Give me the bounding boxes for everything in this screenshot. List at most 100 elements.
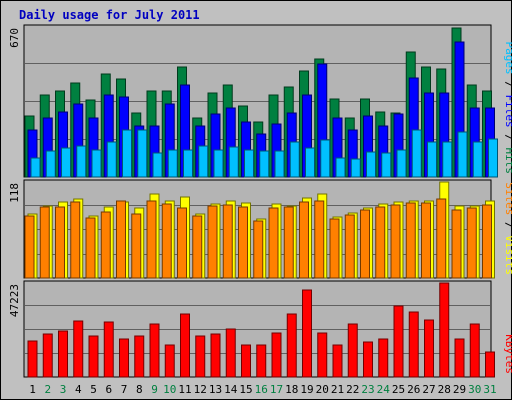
day-label: 16 <box>255 383 268 396</box>
bar-pages-day-30 <box>472 141 483 178</box>
day-label: 14 <box>224 383 238 396</box>
bar-kbytes-day-11 <box>180 313 190 378</box>
day-label: 8 <box>136 383 143 396</box>
day-label: 30 <box>468 383 481 396</box>
day-label: 26 <box>407 383 420 396</box>
day-label: 11 <box>178 383 191 396</box>
bar-kbytes-day-30 <box>469 323 480 378</box>
legend-kbytes: KBytes <box>503 334 512 374</box>
day-label: 23 <box>361 383 374 396</box>
bar-sites-day-14 <box>222 204 233 279</box>
bar-kbytes-day-15 <box>241 344 251 378</box>
hits-files-pages-panel <box>23 24 498 178</box>
bar-kbytes-day-2 <box>42 333 53 378</box>
bar-pages-day-28 <box>442 141 453 178</box>
bar-pages-day-13 <box>213 149 224 178</box>
max-value-labels: 670 118 47223 <box>8 28 21 317</box>
bar-pages-day-17 <box>274 150 285 178</box>
bar-pages-day-3 <box>61 147 71 178</box>
bar-sites-day-27 <box>421 202 431 279</box>
bar-kbytes-day-24 <box>378 338 389 378</box>
bar-sites-day-8 <box>131 213 142 279</box>
y-max-visits: 118 <box>8 183 21 203</box>
bar-kbytes-day-6 <box>103 321 114 378</box>
bar-kbytes-day-13 <box>210 333 221 378</box>
day-axis-labels: 1 2 3 4 5 6 7 8 9 10 11 12 13 14 15 16 17 18 19 20 21 22 23 24 2… <box>29 383 496 396</box>
bar-sites-day-15 <box>238 206 248 279</box>
legend-text: KBytes <box>503 334 512 374</box>
bar-kbytes-day-7 <box>119 338 129 378</box>
bar-pages-day-23 <box>366 151 376 178</box>
bar-pages-day-27 <box>427 141 437 178</box>
bar-kbytes-day-8 <box>134 335 145 378</box>
day-label: 12 <box>194 383 207 396</box>
bar-pages-day-20 <box>320 139 331 178</box>
bar-sites-day-4 <box>70 201 81 279</box>
bar-kbytes-day-14 <box>225 328 236 378</box>
bar-pages-day-16 <box>259 150 270 178</box>
day-label: 4 <box>75 383 82 396</box>
legend-text: Pages / Files / Hits <box>503 42 512 175</box>
bar-kbytes-day-3 <box>58 330 68 378</box>
day-label: 24 <box>377 383 391 396</box>
day-label: 10 <box>163 383 176 396</box>
bar-kbytes-day-31 <box>485 351 495 378</box>
bar-sites-day-28 <box>436 198 447 279</box>
bar-sites-day-11 <box>177 207 187 279</box>
bar-pages-day-25 <box>396 149 407 178</box>
bar-sites-day-7 <box>116 200 126 279</box>
bar-pages-day-8 <box>137 129 148 178</box>
bar-pages-day-4 <box>76 145 87 178</box>
bar-sites-day-29 <box>451 209 462 279</box>
bar-sites-day-2 <box>39 206 50 279</box>
bar-sites-day-19 <box>299 201 309 279</box>
bar-kbytes-day-28 <box>439 282 450 378</box>
bar-kbytes-day-12 <box>195 335 206 378</box>
bar-pages-day-26 <box>411 129 422 178</box>
day-label: 27 <box>422 383 435 396</box>
bar-kbytes-day-4 <box>73 320 84 378</box>
bar-pages-day-19 <box>305 147 315 178</box>
y-max-hits: 670 <box>8 28 21 48</box>
bar-sites-day-21 <box>329 218 340 279</box>
day-label: 25 <box>392 383 405 396</box>
day-label: 22 <box>346 383 359 396</box>
bar-sites-day-3 <box>55 206 65 279</box>
chart-title: Daily usage for July 2011 <box>19 8 200 22</box>
bar-sites-day-31 <box>482 204 492 279</box>
day-label: 2 <box>44 383 51 396</box>
legends: Pages / Files / Hits Sites / Visits KBytes <box>503 42 512 375</box>
bar-kbytes-day-18 <box>286 313 297 378</box>
bar-sites-day-9 <box>146 200 157 279</box>
day-label: 3 <box>60 383 67 396</box>
bar-pages-day-5 <box>91 149 102 178</box>
day-label: 17 <box>270 383 283 396</box>
day-label: 20 <box>316 383 329 396</box>
day-label: 9 <box>151 383 158 396</box>
bar-sites-day-18 <box>283 206 294 279</box>
bar-sites-day-1 <box>24 215 35 279</box>
bar-pages-day-18 <box>289 141 300 178</box>
legend-sites: Sites <box>503 182 512 215</box>
bar-kbytes-day-23 <box>363 341 373 378</box>
bar-pages-day-12 <box>198 145 209 178</box>
bar-sites-day-12 <box>192 215 203 279</box>
bar-pages-day-14 <box>228 146 239 178</box>
bar-pages-day-11 <box>183 149 193 178</box>
bar-sites-day-17 <box>268 207 279 279</box>
bar-sites-day-30 <box>466 207 477 279</box>
bar-sites-day-26 <box>405 202 416 279</box>
legend-hits: Hits <box>503 148 512 175</box>
kbytes-panel <box>23 280 495 378</box>
bar-sites-day-5 <box>85 217 96 279</box>
day-label: 31 <box>483 383 496 396</box>
bar-kbytes-day-17 <box>271 332 282 378</box>
bar-sites-day-13 <box>207 205 218 279</box>
day-label: 7 <box>121 383 128 396</box>
bar-kbytes-day-27 <box>424 319 434 378</box>
bar-pages-day-15 <box>244 149 254 178</box>
bar-sites-day-20 <box>314 200 325 279</box>
bar-pages-day-21 <box>335 157 346 178</box>
bar-sites-day-10 <box>161 203 172 279</box>
